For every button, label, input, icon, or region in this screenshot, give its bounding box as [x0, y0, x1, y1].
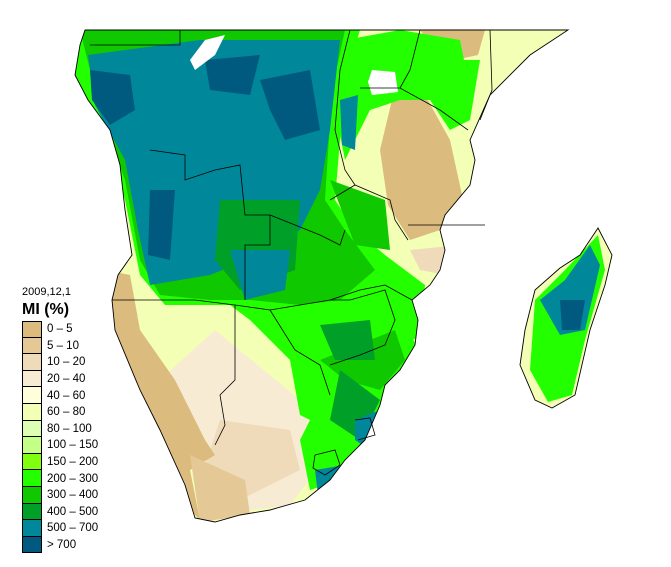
- legend-label: 40 – 60: [47, 389, 86, 402]
- legend-item: 40 – 60: [22, 387, 98, 404]
- legend-swatch: [22, 420, 42, 438]
- legend-label: 400 – 500: [47, 505, 99, 518]
- legend-swatch: [22, 337, 42, 355]
- legend-label: 60 – 80: [47, 406, 86, 419]
- legend-item: 10 – 20: [22, 354, 98, 371]
- legend-swatch: [22, 437, 42, 454]
- legend-swatch: [22, 470, 42, 487]
- legend-classes: 0 – 5 5 – 10 10 – 20 20 – 40 40 – 60 60 – 80 8…: [22, 321, 99, 554]
- legend-item: 150 – 200: [22, 453, 99, 471]
- legend-swatch: [22, 354, 42, 371]
- country-borders: [90, 29, 493, 476]
- legend-label: 0 – 5: [47, 323, 73, 336]
- legend-title: MI (%): [22, 301, 70, 318]
- legend-item: 80 – 100: [22, 420, 98, 438]
- legend-swatch: [22, 370, 42, 388]
- region-east-africa-dry: [380, 95, 462, 240]
- legend-item: 60 – 80: [22, 403, 98, 421]
- lake-victoria: [368, 70, 398, 95]
- legend-label: 5 – 10: [47, 339, 79, 352]
- legend-item: 5 – 10: [22, 337, 98, 355]
- legend-swatch: [22, 520, 42, 537]
- legend-label: 100 – 150: [47, 439, 99, 452]
- legend-item: 200 – 300: [22, 470, 98, 487]
- legend-swatch: [22, 503, 42, 521]
- legend-item: 500 – 700: [22, 520, 98, 537]
- legend-swatch: [22, 486, 42, 504]
- legend-swatch: [22, 453, 42, 471]
- legend-item: 100 – 150: [22, 437, 98, 454]
- legend-swatch: [22, 536, 42, 554]
- legend-item: 20 – 40: [22, 370, 98, 388]
- legend-item: 300 – 400: [22, 486, 99, 504]
- legend-label: 20 – 40: [47, 373, 86, 386]
- legend-label: 150 – 200: [47, 456, 99, 469]
- map-legend: 2009,12,1 MI (%) 0 – 5 5 – 10 10 – 20 20 – …: [22, 286, 99, 554]
- legend-label: 200 – 300: [47, 472, 99, 485]
- legend-label: > 700: [47, 539, 77, 552]
- region-namib-desert: [100, 270, 215, 520]
- legend-label: 500 – 700: [47, 522, 99, 535]
- legend-swatch: [22, 387, 42, 404]
- legend-item: > 700: [22, 536, 98, 554]
- legend-swatch: [22, 403, 42, 421]
- coastline: [74, 29, 613, 523]
- legend-item: 400 – 500: [22, 503, 99, 521]
- legend-swatch: [22, 321, 42, 338]
- legend-label: 300 – 400: [47, 489, 99, 502]
- legend-item: 0 – 5: [22, 321, 98, 338]
- legend-date: 2009,12,1: [22, 286, 71, 298]
- legend-label: 80 – 100: [47, 422, 92, 435]
- legend-label: 10 – 20: [47, 356, 86, 369]
